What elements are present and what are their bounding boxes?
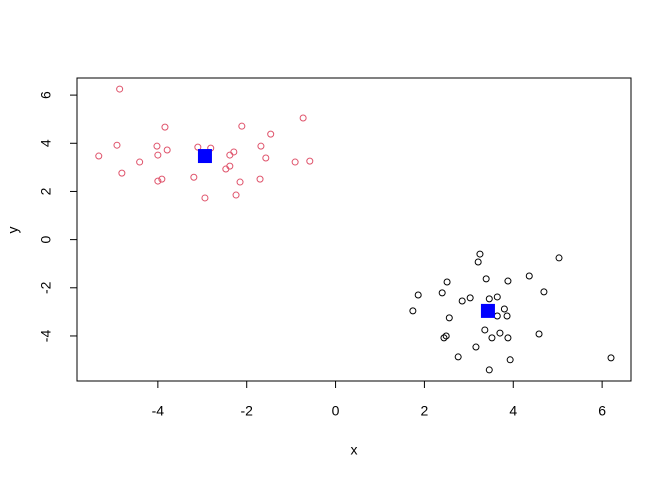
point xyxy=(232,191,240,199)
point xyxy=(238,122,246,130)
point xyxy=(496,329,504,337)
y-tick-label: 4 xyxy=(38,139,54,147)
point xyxy=(445,314,453,322)
point xyxy=(299,114,307,122)
point xyxy=(504,277,512,285)
point xyxy=(474,258,482,266)
y-tick-label: 0 xyxy=(38,236,54,244)
point xyxy=(443,278,451,286)
point xyxy=(485,295,493,303)
point xyxy=(500,305,508,313)
point xyxy=(525,272,533,280)
point xyxy=(230,148,238,156)
y-axis-label: y xyxy=(5,227,21,234)
point xyxy=(472,343,480,351)
point xyxy=(190,173,198,181)
x-axis-label: x xyxy=(351,442,358,458)
point xyxy=(476,250,484,258)
point xyxy=(226,162,234,170)
point xyxy=(409,307,417,315)
point xyxy=(306,157,314,165)
point xyxy=(440,334,448,342)
point xyxy=(257,142,265,150)
x-tick-label: 6 xyxy=(598,403,606,419)
point xyxy=(535,330,543,338)
y-tick-label: 6 xyxy=(38,91,54,99)
point xyxy=(154,151,162,159)
point xyxy=(454,353,462,361)
point xyxy=(504,334,512,342)
point xyxy=(236,178,244,186)
point xyxy=(158,175,166,183)
point xyxy=(95,152,103,160)
y-tick-label: -4 xyxy=(38,330,54,343)
point xyxy=(458,297,466,305)
point xyxy=(540,288,548,296)
x-tick-label: -4 xyxy=(152,403,165,419)
point xyxy=(555,254,563,262)
point xyxy=(442,332,450,340)
point xyxy=(482,275,490,283)
point xyxy=(481,326,489,334)
point xyxy=(466,294,474,302)
point xyxy=(113,141,121,149)
point xyxy=(506,356,514,364)
point xyxy=(493,293,501,301)
point xyxy=(154,177,162,185)
x-tick-label: -2 xyxy=(240,403,253,419)
point xyxy=(116,85,124,93)
center-marker xyxy=(197,149,212,164)
center-marker xyxy=(480,303,495,318)
point xyxy=(118,169,126,177)
plot-frame xyxy=(76,77,632,382)
point xyxy=(291,158,299,166)
point xyxy=(267,130,275,138)
point xyxy=(503,312,511,320)
y-tick-label: -2 xyxy=(38,281,54,294)
point xyxy=(414,291,422,299)
point xyxy=(226,151,234,159)
x-tick-label: 2 xyxy=(421,403,429,419)
x-tick-label: 0 xyxy=(332,403,340,419)
point xyxy=(485,366,493,374)
point xyxy=(161,123,169,131)
point xyxy=(163,146,171,154)
point xyxy=(201,194,209,202)
point xyxy=(607,354,615,362)
point xyxy=(136,158,144,166)
point xyxy=(153,142,161,150)
point xyxy=(438,289,446,297)
point xyxy=(194,143,202,151)
point xyxy=(488,334,496,342)
x-tick-label: 4 xyxy=(509,403,517,419)
point xyxy=(262,154,270,162)
point xyxy=(493,312,501,320)
point xyxy=(256,175,264,183)
y-tick-label: 2 xyxy=(38,187,54,195)
